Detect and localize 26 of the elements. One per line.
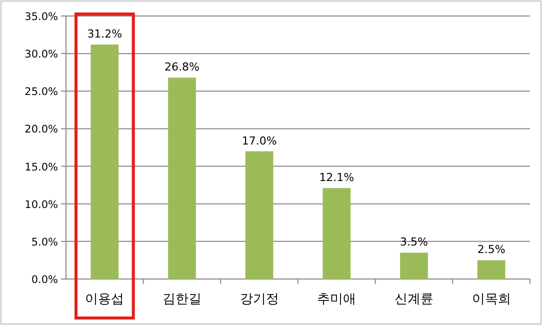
y-tick-label: 0.0% xyxy=(31,274,58,286)
x-tick-label: 김한길 xyxy=(162,292,202,307)
bar xyxy=(90,44,119,279)
y-tick-label: 10.0% xyxy=(24,198,58,211)
data-label: 2.5% xyxy=(477,243,506,256)
x-tick-label: 추미애 xyxy=(317,292,356,307)
y-tick-label: 30.0% xyxy=(24,48,58,61)
bar xyxy=(477,260,506,279)
y-tick-label: 35.0% xyxy=(24,11,58,23)
bar xyxy=(400,252,428,279)
x-tick-label: 강기정 xyxy=(240,292,279,307)
data-label: 3.5% xyxy=(400,236,428,249)
y-tick-label: 20.0% xyxy=(24,124,58,136)
data-label: 17.0% xyxy=(242,134,277,148)
bar xyxy=(322,188,351,279)
y-tick-label: 25.0% xyxy=(24,86,58,98)
bar xyxy=(168,78,196,279)
y-tick-label: 15.0% xyxy=(24,161,58,174)
x-tick-label: 이목희 xyxy=(472,292,511,307)
x-tick-label: 이용섭 xyxy=(85,292,124,307)
y-tick-label: 5.0% xyxy=(31,236,58,248)
x-tick-label: 신계륜 xyxy=(394,292,434,307)
data-label: 12.1% xyxy=(319,171,354,184)
data-label: 31.2% xyxy=(87,28,122,41)
data-label: 26.8% xyxy=(164,60,200,74)
bar xyxy=(245,151,274,279)
